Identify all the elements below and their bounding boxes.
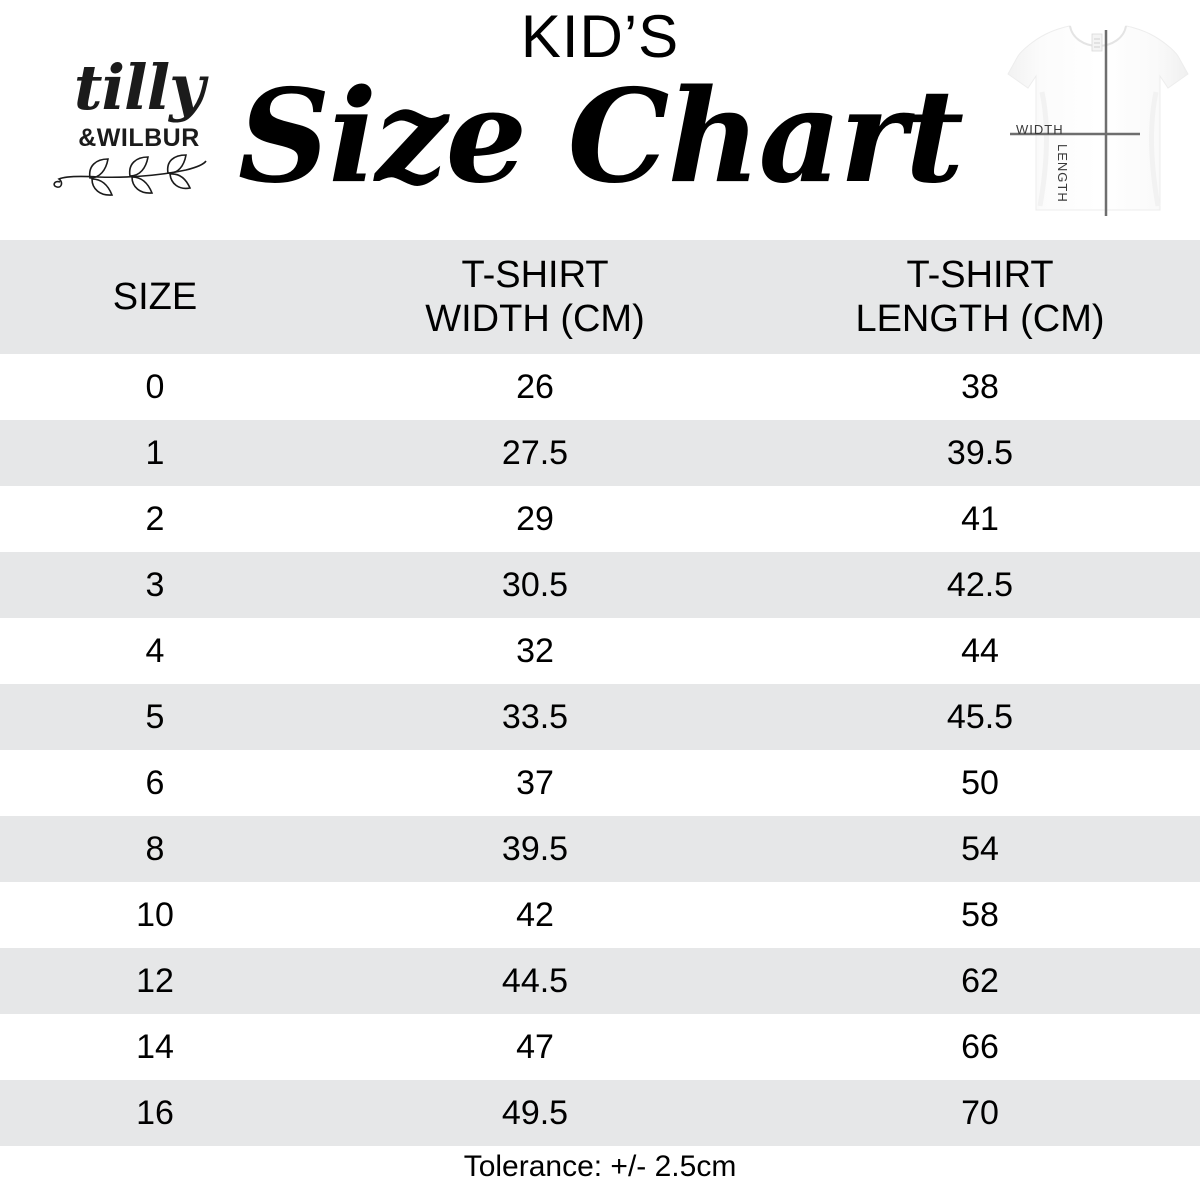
cell-size: 14 (136, 1027, 174, 1066)
cell-length: 41 (961, 499, 999, 538)
cell-width: 42 (516, 895, 554, 934)
cell-length: 44 (961, 631, 999, 670)
cell-length: 54 (961, 829, 999, 868)
brand-logo: tilly &WILBUR (46, 52, 226, 202)
table-row: 3 30.5 42.5 (0, 552, 1200, 618)
cell-length: 42.5 (946, 565, 1014, 604)
tolerance-note: Tolerance: +/- 2.5cm (463, 1150, 737, 1183)
cell-length: 70 (961, 1093, 999, 1132)
cell-size: 0 (145, 367, 165, 406)
column-header-width-line2: WIDTH (CM) (425, 298, 645, 340)
cell-width: 26 (516, 367, 554, 406)
cell-length: 39.5 (946, 433, 1014, 472)
cell-width: 44.5 (501, 961, 569, 1000)
tshirt-width-label: WIDTH (1016, 122, 1064, 137)
cell-size: 8 (145, 829, 165, 868)
table-header-row: SIZE T-SHIRT WIDTH (CM) T-SHIRT LENGTH (… (0, 240, 1200, 354)
cell-size: 3 (145, 565, 165, 604)
cell-size: 2 (145, 499, 165, 538)
cell-width: 47 (516, 1027, 554, 1066)
table-row: 10 42 58 (0, 882, 1200, 948)
cell-length: 50 (961, 763, 999, 802)
cell-size: 1 (145, 433, 165, 472)
table-row: 16 49.5 70 (0, 1080, 1200, 1146)
table-body: 0 26 38 1 27.5 39.5 2 29 41 3 30.5 42.5 4 32 44 5 33.5 45… (0, 354, 1200, 1146)
cell-size: 10 (136, 895, 174, 934)
cell-width: 39.5 (501, 829, 569, 868)
brand-name-script: tilly (73, 51, 205, 124)
table-row: 12 44.5 62 (0, 948, 1200, 1014)
cell-length: 62 (961, 961, 999, 1000)
table-row: 2 29 41 (0, 486, 1200, 552)
cell-width: 29 (516, 499, 554, 538)
column-header-size: SIZE (0, 240, 310, 354)
page-title-kids: KID’S (520, 3, 680, 70)
cell-width: 33.5 (501, 697, 569, 736)
column-header-width-line1: T-SHIRT (461, 254, 609, 296)
column-header-length-line2: LENGTH (CM) (855, 298, 1105, 340)
cell-width: 32 (516, 631, 554, 670)
page-title-size-chart: Size Chart (237, 62, 964, 212)
leaf-branch-ornament (53, 154, 207, 196)
cell-width: 37 (516, 763, 554, 802)
table-row: 1 27.5 39.5 (0, 420, 1200, 486)
cell-size: 5 (145, 697, 165, 736)
cell-width: 27.5 (501, 433, 569, 472)
size-chart-table: SIZE T-SHIRT WIDTH (CM) T-SHIRT LENGTH (… (0, 240, 1200, 1146)
tshirt-measurement-diagram: WIDTH LENGTH (1006, 12, 1190, 218)
cell-size: 6 (145, 763, 165, 802)
column-header-length: T-SHIRT LENGTH (CM) (760, 240, 1200, 354)
column-header-size-line1: SIZE (112, 276, 198, 318)
cell-length: 38 (961, 367, 999, 406)
chart-header: tilly &WILBUR KID’S Size Chart (0, 0, 1200, 240)
column-header-length-line1: T-SHIRT (906, 254, 1054, 296)
cell-width: 49.5 (501, 1093, 569, 1132)
table-row: 14 47 66 (0, 1014, 1200, 1080)
table-header: SIZE T-SHIRT WIDTH (CM) T-SHIRT LENGTH (… (0, 240, 1200, 354)
table-row: 4 32 44 (0, 618, 1200, 684)
cell-size: 12 (136, 961, 174, 1000)
cell-size: 16 (136, 1093, 174, 1132)
tshirt-icon (1007, 25, 1189, 216)
column-header-width: T-SHIRT WIDTH (CM) (310, 240, 760, 354)
table-row: 8 39.5 54 (0, 816, 1200, 882)
tshirt-length-label: LENGTH (1055, 144, 1070, 203)
brand-name-sub: &WILBUR (78, 124, 200, 152)
table-row: 0 26 38 (0, 354, 1200, 420)
cell-width: 30.5 (501, 565, 569, 604)
cell-length: 66 (961, 1027, 999, 1066)
cell-length: 45.5 (946, 697, 1014, 736)
cell-length: 58 (961, 895, 999, 934)
table-row: 5 33.5 45.5 (0, 684, 1200, 750)
cell-size: 4 (145, 631, 165, 670)
table-row: 6 37 50 (0, 750, 1200, 816)
